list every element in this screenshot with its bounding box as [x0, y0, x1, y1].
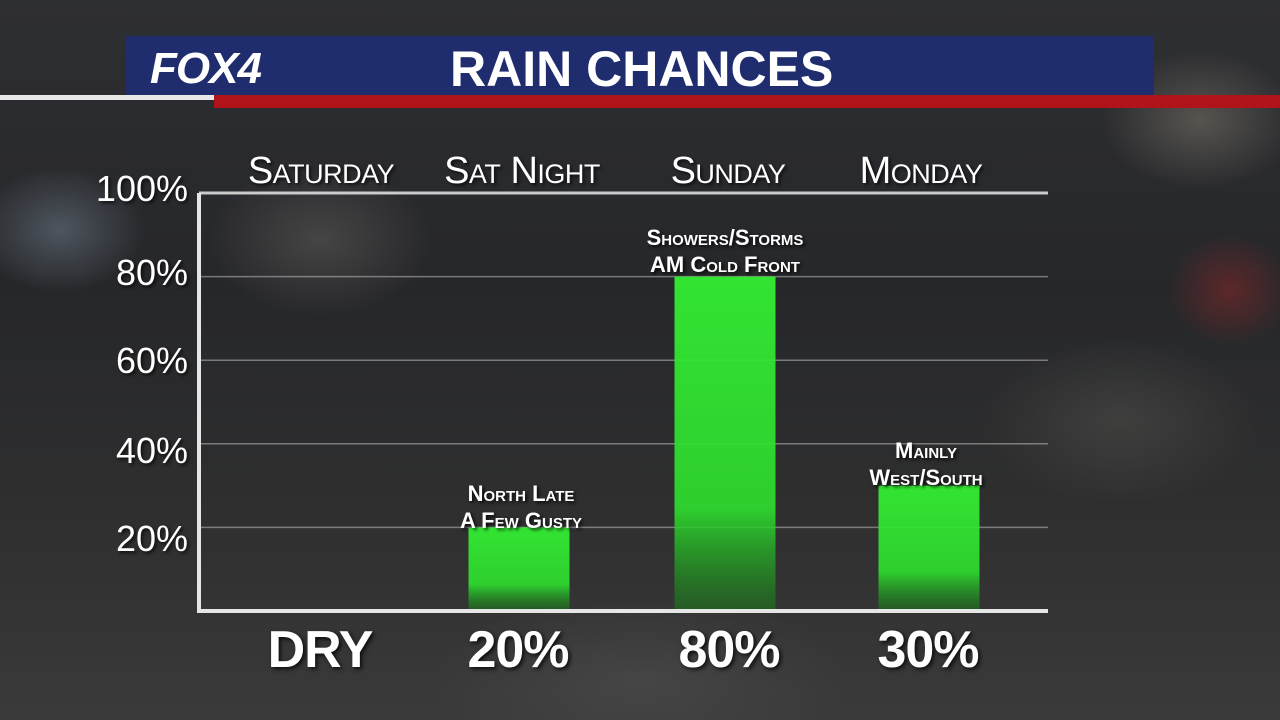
value-label-saturday: DRY [267, 621, 374, 679]
y-tick-40: 40% [115, 430, 188, 471]
annotation-sunday-line-2: AM Cold Front [650, 252, 800, 277]
y-tick-100: 100% [95, 168, 188, 209]
category-label-sunday: Sunday [670, 150, 786, 192]
category-label-monday: Monday [859, 150, 983, 192]
annotation-monday: Mainly West/South [806, 437, 1046, 491]
value-label-sunday: 80% [678, 621, 780, 679]
page-title: RAIN CHANCES [450, 41, 834, 97]
category-label-sat-night: Sat Night [444, 150, 600, 192]
annotation-monday-line-2: West/South [869, 465, 983, 490]
bar-sunday [674, 276, 776, 609]
annotation-sat-night-line-1: North Late [467, 481, 575, 506]
value-label-monday: 30% [877, 621, 979, 679]
category-label-saturday: Saturday [247, 150, 395, 192]
grid-lines [199, 191, 1048, 529]
y-tick-20: 20% [115, 518, 188, 559]
bars [468, 276, 980, 609]
header-bar [126, 36, 1154, 96]
bar-sat-night [468, 527, 570, 609]
value-label-sat-night: 20% [467, 621, 569, 679]
annotation-sat-night-line-2: A Few Gusty [459, 508, 582, 533]
fox4-logo: FOX4 [150, 44, 262, 93]
y-tick-60: 60% [115, 340, 188, 381]
header-white-stripe [0, 95, 214, 100]
header-red-stripe [214, 95, 1280, 108]
y-tick-80: 80% [115, 252, 188, 293]
annotation-sunday-line-1: Showers/Storms [646, 225, 804, 250]
bar-monday [878, 485, 980, 609]
annotation-sat-night: North Late A Few Gusty [401, 480, 641, 534]
annotation-sunday: Showers/Storms AM Cold Front [605, 224, 845, 278]
annotation-monday-line-1: Mainly [895, 438, 957, 463]
axes [197, 193, 1048, 613]
